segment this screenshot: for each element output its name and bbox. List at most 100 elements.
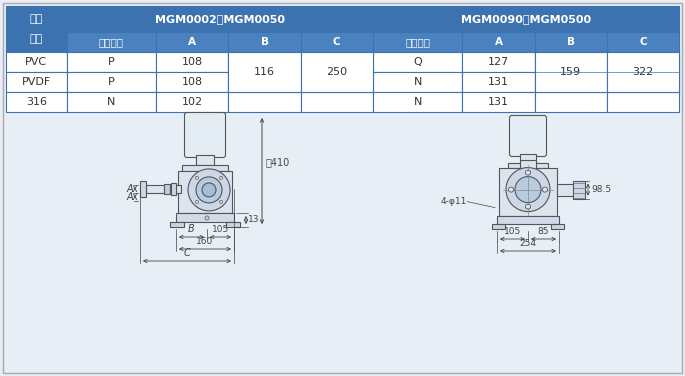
- Circle shape: [508, 187, 514, 192]
- Bar: [6, 92, 66, 112]
- Text: N: N: [414, 77, 422, 87]
- Circle shape: [525, 170, 530, 175]
- Bar: [607, 92, 679, 112]
- Circle shape: [543, 187, 547, 192]
- Text: 250: 250: [326, 67, 347, 77]
- Text: 131: 131: [488, 97, 509, 107]
- Text: 108: 108: [182, 77, 203, 87]
- Text: 105: 105: [212, 225, 229, 234]
- FancyBboxPatch shape: [184, 112, 225, 158]
- Text: N: N: [414, 97, 422, 107]
- Bar: [373, 32, 462, 52]
- Text: P: P: [108, 57, 115, 67]
- Circle shape: [525, 204, 530, 209]
- Text: 160: 160: [197, 237, 214, 246]
- Bar: [462, 92, 534, 112]
- Bar: [196, 155, 214, 165]
- Bar: [228, 52, 301, 72]
- Bar: [492, 224, 505, 229]
- Bar: [373, 72, 462, 92]
- Bar: [499, 168, 557, 216]
- Bar: [534, 72, 607, 92]
- Text: MGM0002～MGM0050: MGM0002～MGM0050: [155, 14, 285, 24]
- Bar: [462, 32, 534, 52]
- Text: C: C: [184, 248, 190, 258]
- Text: 13: 13: [248, 215, 260, 224]
- Circle shape: [506, 168, 550, 212]
- Bar: [156, 52, 228, 72]
- Text: 116: 116: [254, 67, 275, 77]
- Bar: [607, 72, 679, 92]
- Text: 159: 159: [560, 67, 582, 77]
- Text: 254: 254: [519, 239, 536, 248]
- Text: 127: 127: [488, 57, 509, 67]
- Bar: [462, 72, 534, 92]
- Circle shape: [196, 177, 222, 203]
- Bar: [301, 92, 373, 112]
- Bar: [301, 72, 373, 92]
- Text: N: N: [108, 97, 116, 107]
- Bar: [228, 72, 301, 92]
- Bar: [228, 32, 301, 52]
- FancyBboxPatch shape: [510, 115, 547, 156]
- Bar: [146, 185, 181, 193]
- Bar: [226, 222, 240, 227]
- Bar: [607, 52, 679, 72]
- Bar: [373, 52, 462, 72]
- Text: A: A: [127, 192, 134, 202]
- Bar: [140, 180, 146, 197]
- Bar: [301, 52, 373, 72]
- Text: 105: 105: [504, 227, 521, 236]
- Text: B: B: [566, 37, 575, 47]
- Text: C: C: [639, 37, 647, 47]
- Bar: [6, 52, 66, 72]
- Text: A: A: [188, 37, 197, 47]
- Bar: [551, 224, 564, 229]
- Bar: [228, 52, 301, 92]
- Bar: [156, 72, 228, 92]
- Circle shape: [205, 216, 209, 220]
- Circle shape: [515, 177, 541, 203]
- Text: PVDF: PVDF: [22, 77, 51, 87]
- Bar: [228, 92, 301, 112]
- Text: 102: 102: [182, 97, 203, 107]
- Bar: [520, 160, 536, 169]
- Text: A: A: [127, 183, 134, 194]
- Text: B: B: [260, 37, 269, 47]
- Bar: [164, 183, 170, 194]
- Bar: [66, 6, 373, 32]
- Bar: [557, 183, 575, 196]
- Text: 泵头: 泵头: [29, 14, 43, 24]
- Bar: [178, 171, 232, 213]
- Text: Q: Q: [413, 57, 422, 67]
- Bar: [373, 6, 679, 32]
- Text: 4-φ11: 4-φ11: [440, 197, 467, 206]
- Text: 䨐410: 䨐410: [266, 157, 290, 167]
- Text: 131: 131: [488, 77, 509, 87]
- Bar: [534, 92, 607, 112]
- Bar: [534, 32, 607, 52]
- Bar: [534, 52, 607, 92]
- Text: 85: 85: [538, 227, 549, 236]
- Circle shape: [202, 183, 216, 197]
- Text: 316: 316: [26, 97, 47, 107]
- Text: 98.5: 98.5: [591, 185, 611, 194]
- Circle shape: [219, 176, 223, 179]
- Bar: [301, 32, 373, 52]
- Text: B: B: [188, 224, 195, 234]
- Bar: [607, 52, 679, 92]
- Bar: [607, 32, 679, 52]
- Bar: [301, 52, 373, 92]
- Bar: [573, 180, 585, 199]
- Bar: [182, 165, 228, 171]
- Bar: [462, 52, 534, 72]
- Circle shape: [195, 176, 199, 179]
- Bar: [6, 6, 66, 52]
- Bar: [156, 92, 228, 112]
- Text: PVC: PVC: [25, 57, 47, 67]
- Text: MGM0090～MGM0500: MGM0090～MGM0500: [461, 14, 591, 24]
- Bar: [66, 72, 156, 92]
- Text: 108: 108: [182, 57, 203, 67]
- Circle shape: [219, 200, 223, 203]
- Circle shape: [188, 169, 230, 211]
